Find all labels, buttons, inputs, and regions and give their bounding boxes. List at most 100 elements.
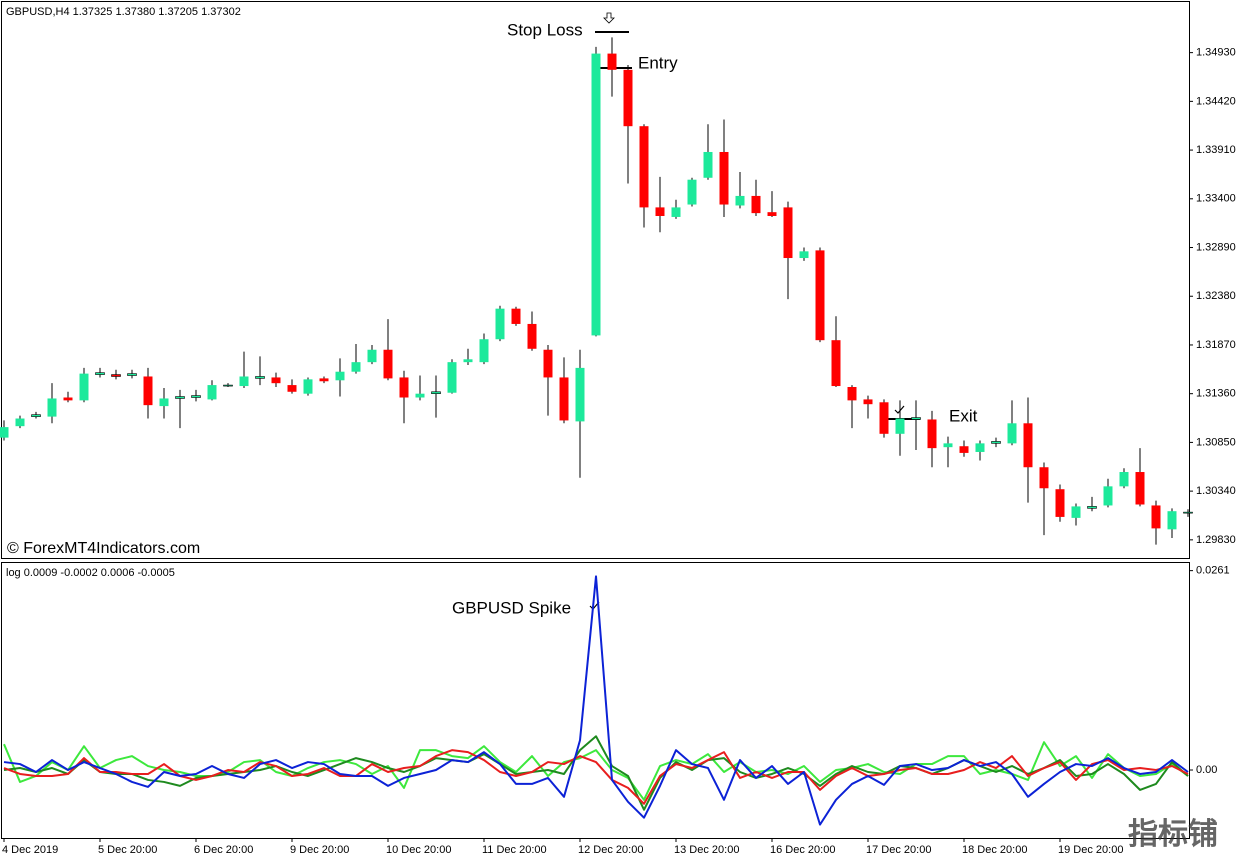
candle-body	[399, 377, 409, 398]
watermark: 指标铺	[1128, 818, 1218, 851]
candle-body	[1167, 511, 1177, 530]
candle-body	[319, 378, 329, 382]
candle-body	[1103, 486, 1113, 506]
candle-body	[367, 349, 377, 363]
candle-body	[111, 374, 121, 377]
candle-body	[1087, 506, 1097, 509]
candle-body	[255, 376, 265, 379]
annotation: Entry	[638, 53, 678, 72]
candle-body	[575, 367, 585, 422]
candle-body	[1183, 511, 1193, 514]
candle-body	[735, 195, 745, 206]
candle-body	[911, 417, 921, 420]
candle-body	[175, 396, 185, 399]
candle-body	[15, 418, 25, 427]
candle-body	[31, 414, 41, 417]
candle-body	[0, 427, 9, 438]
check-mark	[894, 405, 905, 414]
candle-body	[63, 397, 73, 401]
candle-body	[1119, 472, 1129, 487]
candle-body	[511, 308, 521, 324]
candle-body	[383, 349, 393, 379]
candle-body	[591, 53, 601, 336]
x-tick-label: 9 Dec 20:00	[290, 844, 349, 856]
x-tick-label: 5 Dec 20:00	[98, 844, 157, 856]
series-line	[3, 741, 1189, 801]
candle-body	[751, 195, 761, 214]
candle-body	[783, 207, 793, 259]
candle-body	[415, 393, 425, 398]
annotation: Exit	[949, 406, 978, 425]
y-tick-label: 1.34930	[1196, 47, 1236, 59]
y-tick-label: 1.30850	[1196, 436, 1236, 448]
x-tick-label: 18 Dec 20:00	[962, 844, 1027, 856]
candle-body	[959, 446, 969, 453]
candle-body	[463, 359, 473, 363]
candle-body	[943, 443, 953, 448]
candle-body	[1055, 489, 1065, 517]
chart-title: GBPUSD,H4 1.37325 1.37380 1.37205 1.3730…	[6, 6, 241, 18]
y-tick-label: 1.32890	[1196, 241, 1236, 253]
candle-body	[1151, 505, 1161, 529]
watermark: © ForexMT4Indicators.com	[7, 540, 200, 557]
candle-body	[863, 399, 873, 405]
x-tick-label: 17 Dec 20:00	[866, 844, 931, 856]
candle-body	[719, 151, 729, 205]
candle-body	[687, 179, 697, 205]
x-tick-label: 4 Dec 2019	[2, 844, 58, 856]
candle-body	[447, 362, 457, 393]
candle-body	[975, 443, 985, 452]
series-line	[3, 575, 1189, 826]
price-panel	[1, 1, 1190, 559]
candle-body	[607, 53, 617, 70]
y-tick-label: 0.0261	[1196, 565, 1230, 577]
series-line	[3, 749, 1189, 805]
x-tick-label: 13 Dec 20:00	[674, 844, 739, 856]
x-tick-label: 19 Dec 20:00	[1058, 844, 1123, 856]
candle-body	[623, 69, 633, 127]
y-tick-label: 1.31360	[1196, 388, 1236, 400]
x-tick-label: 16 Dec 20:00	[770, 844, 835, 856]
candle-body	[335, 371, 345, 381]
candle-body	[47, 398, 57, 417]
indicator-title: log 0.0009 -0.0002 0.0006 -0.0005	[6, 567, 175, 579]
candle-body	[1135, 472, 1145, 505]
candle-body	[1039, 467, 1049, 489]
candle-body	[1007, 423, 1017, 444]
candle-body	[639, 126, 649, 208]
y-tick-label: 1.33400	[1196, 193, 1236, 205]
candle-body	[223, 384, 233, 387]
candle-body	[655, 207, 665, 216]
candle-body	[991, 441, 1001, 444]
candle-body	[847, 386, 857, 401]
y-tick-label: 1.30340	[1196, 485, 1236, 497]
candle-body	[143, 376, 153, 406]
candle-body	[559, 377, 569, 421]
candle-body	[479, 339, 489, 363]
candle-body	[815, 250, 825, 341]
candle-body	[927, 419, 937, 449]
candle-body	[895, 418, 905, 434]
candle-body	[191, 395, 201, 398]
marks: 1.34930 1.34420 1.33910 1.33400 1.32890 1.323…	[0, 37, 1236, 856]
sell-arrow	[603, 12, 615, 24]
candle-body	[271, 377, 281, 384]
x-tick-label: 6 Dec 20:00	[194, 844, 253, 856]
annotation: GBPUSD Spike	[452, 598, 571, 617]
candle-body	[431, 391, 441, 394]
candle-body	[1023, 423, 1033, 468]
x-tick-label: 11 Dec 20:00	[482, 844, 547, 856]
series-line	[3, 735, 1189, 811]
indicator-panel	[1, 562, 1190, 839]
candle-body	[239, 376, 249, 387]
candle-body	[127, 373, 137, 376]
candle-body	[287, 385, 297, 392]
y-tick-label: 1.32380	[1196, 290, 1236, 302]
y-tick-label: 0.00	[1196, 764, 1217, 776]
candle-body	[767, 212, 777, 216]
candle-body	[1071, 506, 1081, 518]
candle-body	[495, 308, 505, 340]
x-tick-label: 10 Dec 20:00	[386, 844, 451, 856]
y-tick-label: 1.33910	[1196, 144, 1236, 156]
candle-body	[303, 379, 313, 394]
